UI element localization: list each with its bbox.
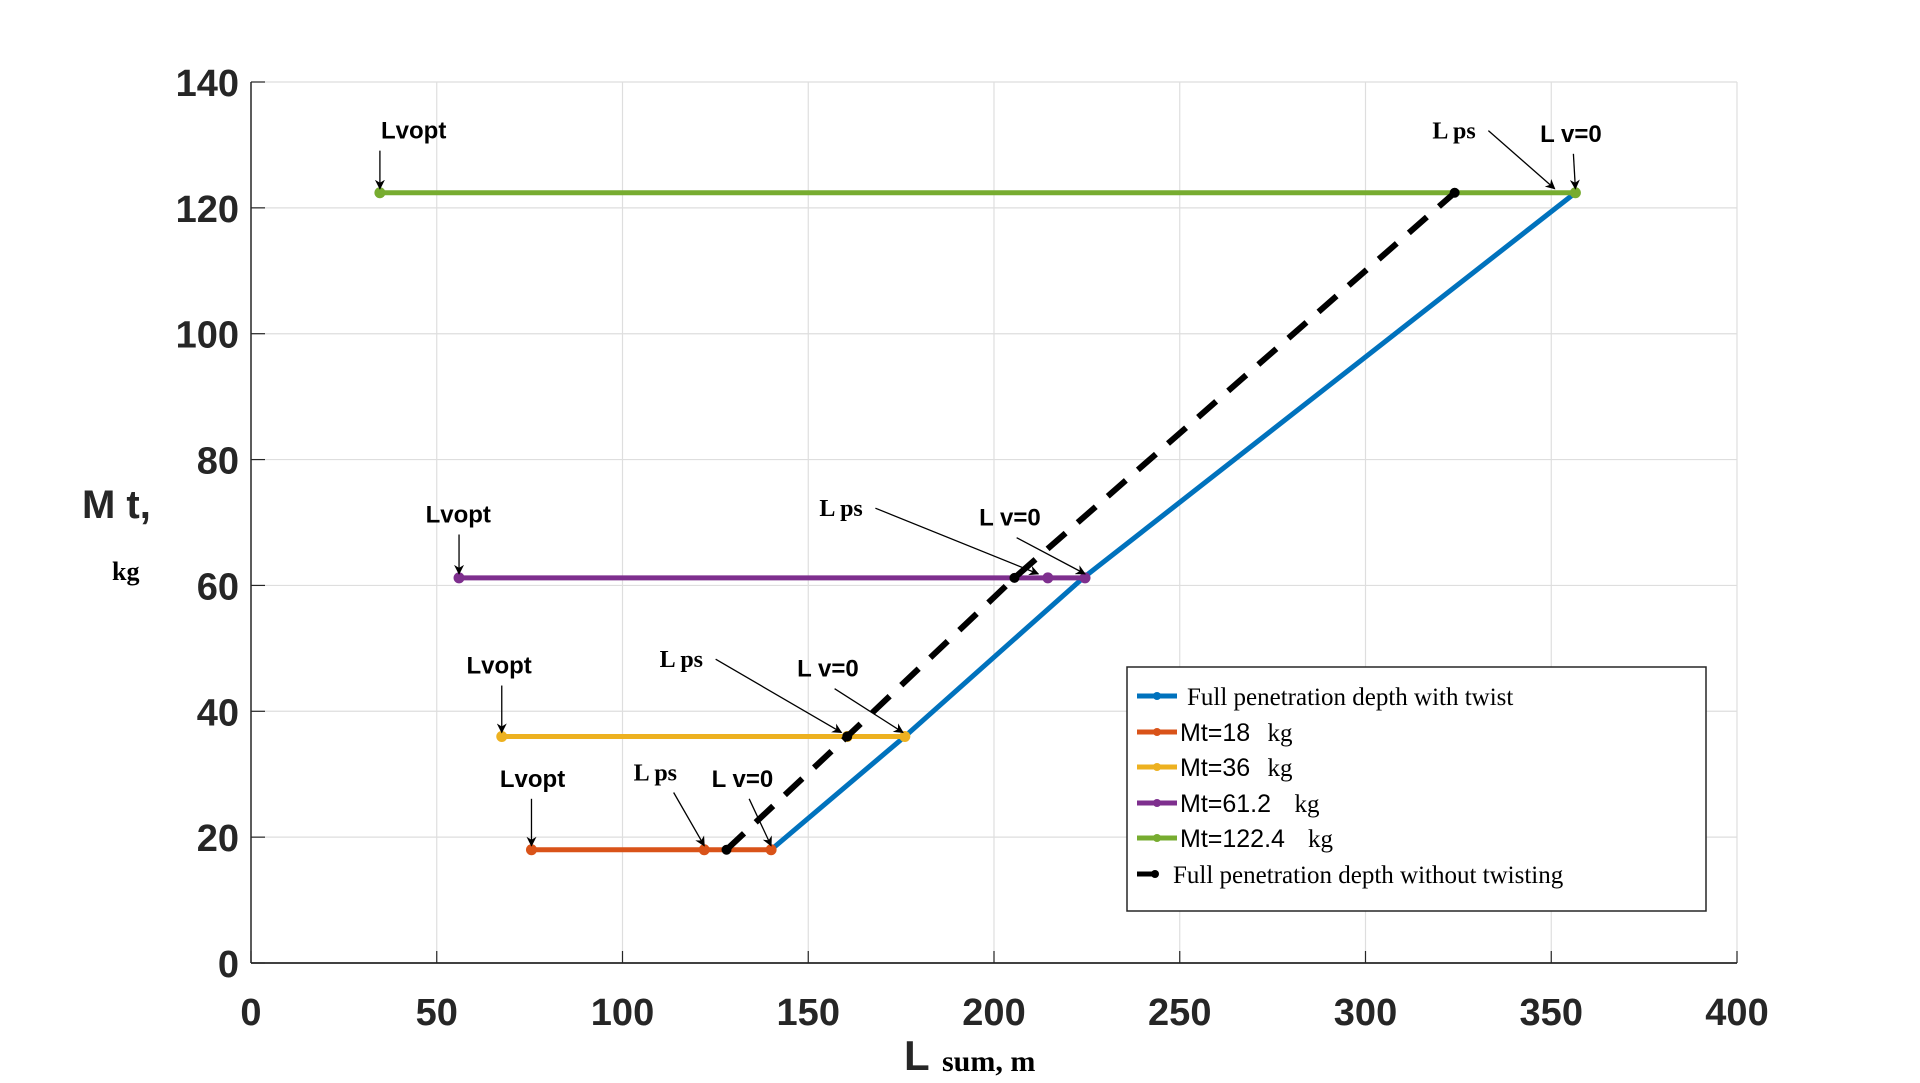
annotation-arrow (875, 507, 1040, 576)
annotation-label: L ps (819, 496, 862, 522)
x-axis-label-main: L (904, 1032, 930, 1079)
annotation-label: L ps (1432, 119, 1475, 145)
y-axis-label-unit: kg (112, 557, 139, 586)
x-tick-label: 400 (1705, 992, 1768, 1034)
annotation-arrow (715, 658, 843, 734)
annotation-arrow (673, 792, 705, 847)
y-axis-label-main: M t, (82, 483, 151, 527)
annotation-label: L v=0 (979, 505, 1041, 532)
y-tick-label: 60 (197, 566, 239, 608)
legend-marker (1151, 870, 1159, 878)
annotation-arrow (748, 798, 772, 847)
annotation-label: Lvopt (466, 653, 531, 680)
data-point (1079, 572, 1091, 584)
legend-label: Full penetration depth without twisting (1173, 862, 1564, 889)
series-group (374, 187, 1581, 856)
legend-unit: kg (1268, 720, 1294, 747)
data-point (842, 731, 853, 742)
annotation-arrow (1016, 537, 1086, 575)
y-tick-label: 80 (197, 441, 239, 483)
legend-marker (1153, 799, 1161, 807)
legend-unit: kg (1308, 826, 1334, 853)
data-point (525, 844, 537, 856)
annotation-label: Lvopt (500, 766, 565, 793)
data-point (1449, 187, 1460, 198)
annotation-arrow (1487, 130, 1556, 190)
x-tick-label: 250 (1148, 992, 1211, 1034)
data-point (698, 844, 710, 856)
tick-labels: 0 50 100 150 200 250 300 350 400 0 20 40 60 80 100 120 1… (176, 63, 1769, 1034)
legend-marker (1153, 834, 1161, 842)
legend-label: Mt=122.4 (1180, 825, 1285, 853)
y-tick-label: 0 (218, 944, 239, 986)
legend-label: Mt=36 (1180, 754, 1250, 782)
y-tick-label: 120 (176, 189, 239, 231)
legend-marker (1153, 728, 1161, 736)
legend-unit: kg (1268, 755, 1294, 782)
legend-label: Full penetration depth with twist (1187, 684, 1513, 711)
x-tick-label: 0 (240, 992, 261, 1034)
y-tick-label: 20 (197, 818, 239, 860)
y-tick-label: 40 (197, 692, 239, 734)
legend-box (1126, 666, 1707, 912)
x-tick-label: 50 (416, 992, 458, 1034)
annotation-label: L v=0 (797, 656, 859, 683)
annotations: Lvopt L ps L v=0 Lvopt L ps L v=0 Lvopt L ps L v… (374, 118, 1602, 847)
x-axis-label: L sum, m (904, 1032, 1035, 1079)
legend-label: Mt=61.2 (1180, 790, 1271, 818)
series-line-5 (724, 190, 1457, 852)
x-tick-label: 300 (1334, 992, 1397, 1034)
data-point (765, 844, 777, 856)
data-point (899, 730, 911, 742)
annotation-label: Lvopt (381, 118, 446, 145)
data-point (1009, 572, 1020, 583)
axes (250, 81, 1738, 964)
x-tick-label: 200 (962, 992, 1025, 1034)
y-axis-label: M t, kg (82, 483, 151, 586)
annotation-label: L ps (660, 647, 703, 673)
annotation-label: L v=0 (712, 766, 774, 793)
annotation-label: L ps (634, 761, 677, 787)
legend: Full penetration depth with twist Mt=18 kg… (1126, 666, 1707, 912)
legend-marker (1153, 692, 1161, 700)
data-point (374, 187, 386, 199)
data-point (1569, 187, 1581, 199)
annotation-arrow (1569, 153, 1580, 190)
data-point (496, 730, 508, 742)
legend-unit: kg (1295, 791, 1321, 818)
legend-label: Mt=18 (1180, 719, 1250, 747)
annotation-label: Lvopt (426, 502, 491, 529)
annotation-label: L v=0 (1540, 121, 1602, 148)
y-tick-label: 140 (176, 63, 239, 105)
data-point (1042, 572, 1054, 584)
data-point (721, 844, 732, 855)
x-tick-label: 350 (1520, 992, 1583, 1034)
series-line-0 (769, 190, 1577, 852)
y-tick-label: 100 (176, 315, 239, 357)
x-tick-label: 150 (777, 992, 840, 1034)
x-tick-label: 100 (591, 992, 654, 1034)
legend-marker (1153, 763, 1161, 771)
x-axis-label-unit: sum, m (942, 1045, 1035, 1078)
data-point (453, 572, 465, 584)
annotation-arrow (834, 688, 904, 734)
